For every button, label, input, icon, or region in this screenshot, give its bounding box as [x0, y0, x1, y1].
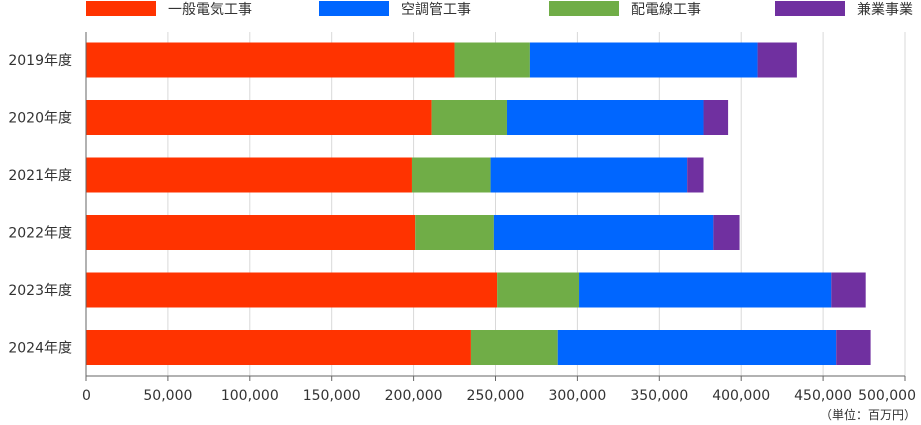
bar-segment: [703, 100, 729, 135]
x-tick-label: 100,000: [221, 388, 279, 404]
bars: [86, 42, 871, 365]
bar-segment: [579, 272, 832, 308]
category-label: 2019年度: [8, 53, 72, 69]
x-tick-label: 0: [82, 388, 91, 404]
bar-segment: [415, 215, 494, 250]
x-tick-label: 150,000: [303, 388, 361, 404]
category-label: 2024年度: [8, 341, 72, 357]
bar-segment: [454, 42, 530, 78]
category-label: 2021年度: [8, 168, 72, 184]
bar-segment: [86, 330, 471, 365]
bar-segment: [86, 215, 416, 250]
bar-segment: [529, 42, 758, 78]
legend-swatch: [549, 1, 619, 16]
x-axis: 0 50,000 100,000 150,000 200,000 250,000 300,0…: [82, 32, 916, 404]
bar-segment: [411, 157, 491, 193]
x-tick-label: 350,000: [630, 388, 688, 404]
bar-segment: [713, 215, 740, 250]
bar-segment: [86, 272, 498, 308]
bar-segment: [497, 272, 580, 308]
legend: 一般電気工事 空調管工事 配電線工事 兼業事業: [86, 1, 913, 18]
category-label: 2020年度: [8, 111, 72, 127]
gridlines: [167, 32, 906, 376]
legend-label: 空調管工事: [401, 2, 471, 18]
bar-segment: [490, 157, 688, 193]
bar-segment: [86, 42, 455, 78]
unit-label: （単位：百万円）: [820, 407, 916, 422]
legend-label: 一般電気工事: [168, 2, 252, 18]
bar-segment: [86, 100, 432, 135]
bar-segment: [506, 100, 704, 135]
x-tick-label: 500,000: [858, 388, 916, 404]
legend-swatch: [775, 1, 845, 16]
bar-segment: [86, 157, 412, 193]
category-label: 2022年度: [8, 226, 72, 242]
legend-swatch: [319, 1, 389, 16]
bar-segment: [470, 330, 558, 365]
bar-segment: [831, 272, 866, 308]
x-tick-label: 450,000: [794, 388, 852, 404]
bar-segment: [557, 330, 837, 365]
category-label: 2023年度: [8, 283, 72, 299]
bar-segment: [431, 100, 507, 135]
bar-segment: [687, 157, 704, 193]
bar-segment: [757, 42, 797, 78]
x-tick-label: 200,000: [385, 388, 443, 404]
x-tick-label: 400,000: [712, 388, 770, 404]
bar-segment: [836, 330, 871, 365]
legend-swatch: [86, 1, 156, 16]
category-labels: 2019年度 2020年度 2021年度 2022年度 2023年度 2024年度: [8, 53, 72, 357]
legend-label: 兼業事業: [857, 2, 913, 18]
x-tick-label: 250,000: [467, 388, 525, 404]
bar-segment: [493, 215, 714, 250]
x-tick-label: 50,000: [143, 388, 192, 404]
legend-label: 配電線工事: [631, 2, 701, 18]
x-tick-label: 300,000: [548, 388, 606, 404]
